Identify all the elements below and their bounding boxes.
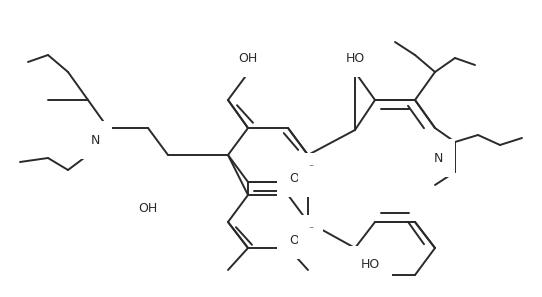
Text: N: N [433,151,443,165]
Text: O: O [289,171,299,184]
Text: ⁻: ⁻ [308,225,313,235]
Text: ⁻: ⁻ [308,163,313,173]
Text: OH: OH [238,51,257,64]
Text: O: O [289,233,299,247]
Text: HO: HO [360,258,379,271]
Text: HO: HO [345,51,365,64]
Text: N: N [91,133,100,146]
Text: OH: OH [138,201,158,214]
